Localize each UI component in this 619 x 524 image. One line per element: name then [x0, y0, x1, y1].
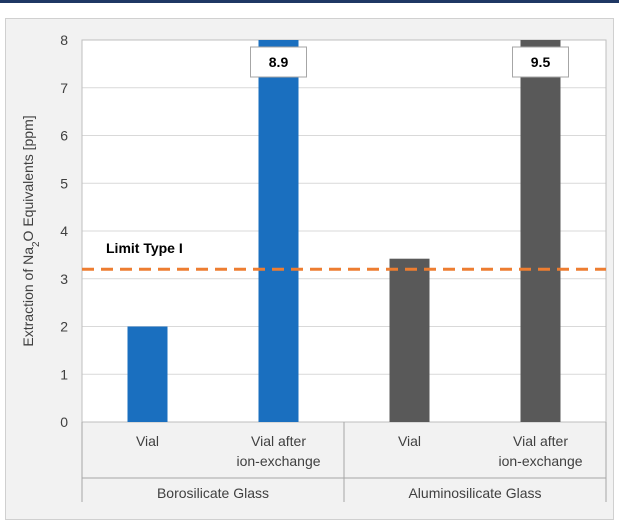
data-label: 8.9 — [269, 54, 289, 70]
x-category-label: Vial — [398, 433, 421, 449]
data-label-box — [250, 46, 307, 78]
y-tick-label: 0 — [60, 414, 68, 430]
x-group-label: Aluminosilicate Glass — [408, 485, 541, 501]
y-tick-label: 5 — [60, 175, 68, 191]
y-tick-label: 2 — [60, 319, 68, 335]
y-tick-label: 8 — [60, 32, 68, 48]
data-label-box — [512, 46, 569, 78]
limit-label: Limit Type I — [106, 240, 183, 256]
top-rule — [0, 0, 619, 3]
bar — [127, 326, 168, 422]
bar — [258, 40, 299, 422]
x-group-label: Borosilicate Glass — [157, 485, 269, 501]
bar — [520, 40, 561, 422]
y-tick-label: 6 — [60, 128, 68, 144]
y-tick-label: 3 — [60, 271, 68, 287]
bar — [389, 258, 430, 422]
y-tick-label: 4 — [60, 223, 68, 239]
x-category-label: Vial after — [513, 433, 568, 449]
y-axis-title: Extraction of Na2O Equivalents [ppm] — [20, 115, 42, 346]
y-tick-label: 1 — [60, 366, 68, 382]
x-category-label: ion-exchange — [236, 453, 320, 469]
y-tick-label: 7 — [60, 80, 68, 96]
data-label: 9.5 — [531, 54, 551, 70]
x-category-label: Vial — [136, 433, 159, 449]
x-category-label: Vial after — [251, 433, 306, 449]
x-category-label: ion-exchange — [498, 453, 582, 469]
